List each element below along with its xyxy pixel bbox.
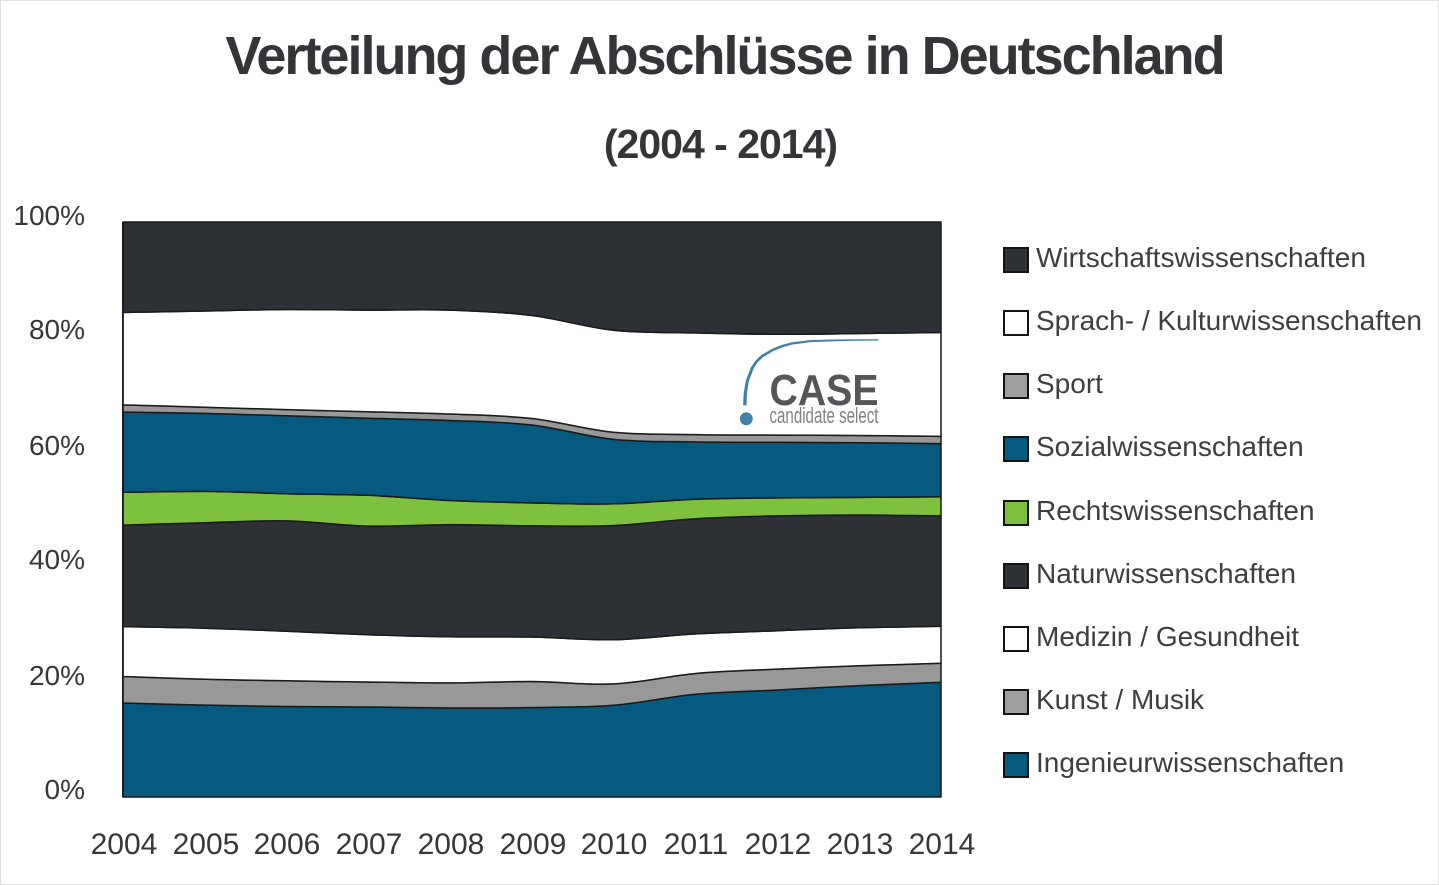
svg-text:candidate select: candidate select	[770, 403, 879, 428]
svg-text:CASE: CASE	[770, 366, 879, 415]
